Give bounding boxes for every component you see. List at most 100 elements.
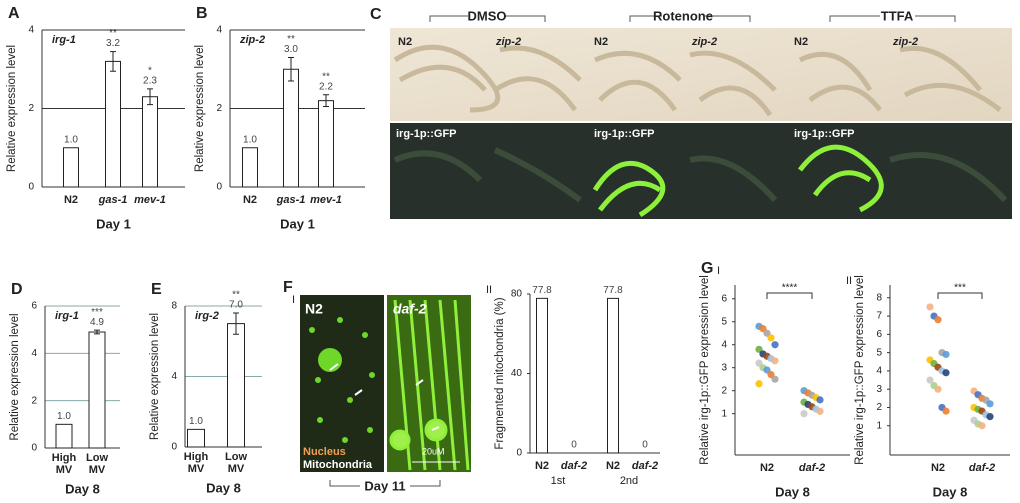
y-tick-label: 7 <box>876 311 882 322</box>
day-label: Day 11 <box>364 478 405 493</box>
y-axis-title: Fragmented mitochondria (%) <box>494 297 506 449</box>
x-axis-title: Day 8 <box>206 480 241 495</box>
panel-letter: F <box>283 279 293 296</box>
bar <box>105 60 121 188</box>
panel-letter: D <box>11 281 23 298</box>
y-tick-label: 40 <box>511 368 523 379</box>
value-label: 0 <box>571 440 577 451</box>
value-label: 1.0 <box>189 416 203 427</box>
dot <box>816 407 824 415</box>
panel-c-images <box>390 15 1012 219</box>
significance: ** <box>109 28 117 39</box>
y-tick-label: 5 <box>721 316 727 327</box>
panel-letter: A <box>8 5 20 22</box>
y-tick-label: 8 <box>876 292 882 303</box>
bar <box>55 423 73 449</box>
value-label: 0 <box>642 440 648 451</box>
dot <box>800 410 808 418</box>
x-tick-label: daf-2 <box>969 462 995 474</box>
treatment: Rotenone <box>653 8 713 23</box>
y-axis-title: Relative irg-1p::GFP expression level <box>699 275 711 465</box>
brackets <box>429 15 956 22</box>
bracket <box>329 480 441 487</box>
bar <box>88 331 106 449</box>
significance: ** <box>322 71 330 82</box>
bar <box>536 297 548 454</box>
legend-nucleus: Nucleus <box>303 446 346 458</box>
worms-bf <box>393 44 1002 117</box>
value-label: 1.0 <box>243 134 257 145</box>
bar <box>227 323 245 448</box>
strain: N2 <box>305 301 323 317</box>
y-axis-title: Relative irg-1p::GFP expression level <box>854 275 866 465</box>
x-tick-label: High MV <box>51 452 77 476</box>
value-label: 2.2 <box>319 81 333 92</box>
dot <box>934 385 942 393</box>
sig-bracket <box>937 292 983 299</box>
group-label: 1st <box>551 475 566 487</box>
y-tick-label: 4 <box>28 25 34 36</box>
x-tick-label: mev-1 <box>134 194 166 206</box>
treatment: DMSO <box>468 8 507 23</box>
y-tick-label: 2 <box>876 402 882 413</box>
y-tick-label: 0 <box>216 182 222 193</box>
dot <box>771 375 779 383</box>
y-tick-label: 4 <box>216 25 222 36</box>
value-label: 1.0 <box>64 134 78 145</box>
x-axis-title: Day 8 <box>933 484 968 499</box>
x-tick-label-box: Low MV <box>86 452 108 476</box>
worms-gfp <box>393 147 1008 203</box>
dot <box>926 376 934 384</box>
x-tick-label: N2 <box>606 460 620 472</box>
y-tick-label: 4 <box>876 366 882 377</box>
x-tick-label: N2 <box>64 194 78 206</box>
error-bar <box>94 329 100 335</box>
x-tick-label: daf-2 <box>632 460 658 472</box>
x-tick-label: N2 <box>535 460 549 472</box>
dot <box>934 316 942 324</box>
strain: zip-2 <box>892 36 918 48</box>
dot <box>986 400 994 408</box>
x-tick-label: daf-2 <box>799 462 825 474</box>
significance: *** <box>91 307 103 318</box>
reporter: irg-1p::GFP <box>396 128 457 140</box>
series-label: zip-2 <box>239 34 265 46</box>
dot <box>942 350 950 359</box>
y-tick-label: 2 <box>216 103 222 114</box>
bar <box>242 147 258 188</box>
subpanel: I <box>717 265 720 277</box>
strain: zip-2 <box>495 36 521 48</box>
y-tick-label: 0 <box>516 448 522 459</box>
strain: zip-2 <box>691 36 717 48</box>
y-tick-label: 80 <box>511 289 523 300</box>
bar <box>607 297 619 454</box>
dot <box>942 369 950 377</box>
series-label: irg-1 <box>55 310 79 322</box>
dot <box>986 413 994 421</box>
series-label: irg-2 <box>195 310 219 322</box>
dot <box>942 407 950 415</box>
x-tick-label-box: High MV <box>183 451 209 475</box>
significance: *** <box>954 283 966 294</box>
dot <box>771 357 779 365</box>
significance: ** <box>232 290 240 301</box>
value-label: 3.2 <box>106 38 120 49</box>
y-axis-title: Relative expression level <box>149 313 161 440</box>
bar <box>63 147 79 188</box>
x-tick-label: High MV <box>183 451 209 475</box>
subpanel: II <box>846 275 852 287</box>
worms-gfp-bright <box>592 144 884 218</box>
strain: N2 <box>398 36 412 48</box>
x-tick-label: N2 <box>760 462 774 474</box>
y-tick-label: 2 <box>721 385 727 396</box>
y-axis-title: Relative expression level <box>194 45 206 172</box>
y-tick-label: 4 <box>721 339 727 350</box>
value-label: 4.9 <box>90 317 104 328</box>
error-bar <box>323 94 329 108</box>
error-bar <box>288 56 294 82</box>
subpanel: I <box>292 294 295 306</box>
image-n2 <box>300 295 384 472</box>
value-label: 77.8 <box>603 285 623 296</box>
x-axis-title: Day 1 <box>280 216 315 231</box>
group-label: 2nd <box>620 475 638 487</box>
